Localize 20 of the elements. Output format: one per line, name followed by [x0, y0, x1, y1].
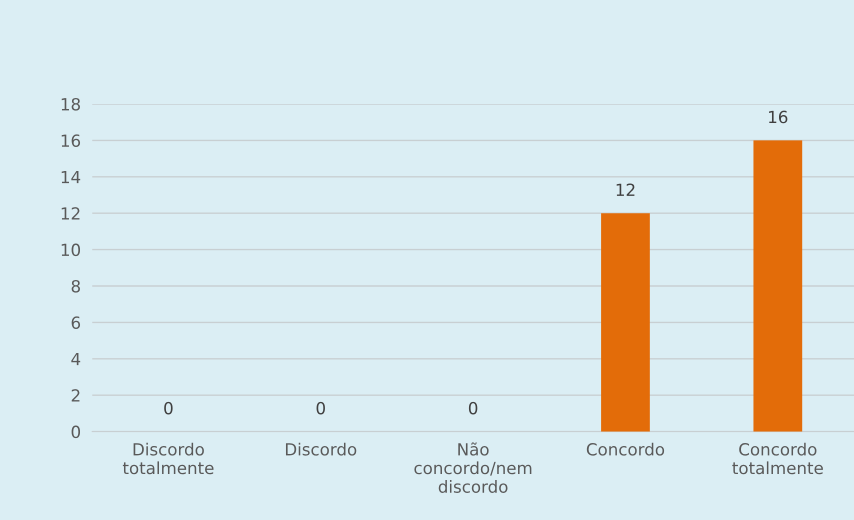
x-tick-label: Discordo totalmente	[122, 442, 214, 474]
y-tick-label: 2	[72, 389, 80, 402]
x-tick-label: Não concordo/nem discordo	[414, 442, 532, 493]
data-label: 0	[164, 402, 173, 414]
y-tick-label: 18	[62, 98, 80, 111]
x-tick-label: Concordo totalmente	[732, 442, 823, 474]
x-tick-label: Discordo	[286, 442, 356, 456]
data-label: 16	[769, 110, 788, 124]
y-tick-label: 16	[62, 134, 80, 147]
y-tick-label: 0	[72, 426, 80, 438]
y-tick-label: 10	[62, 244, 80, 256]
data-label: 12	[616, 183, 634, 196]
data-label: 0	[468, 402, 478, 414]
y-tick-label: 12	[62, 207, 80, 220]
y-tick-label: 8	[72, 280, 80, 293]
data-label: 0	[316, 402, 325, 414]
y-tick-label: 4	[71, 352, 80, 366]
x-tick-label: Concordo	[586, 442, 664, 456]
y-tick-label: 6	[72, 316, 80, 329]
y-tick-label: 14	[62, 170, 80, 184]
